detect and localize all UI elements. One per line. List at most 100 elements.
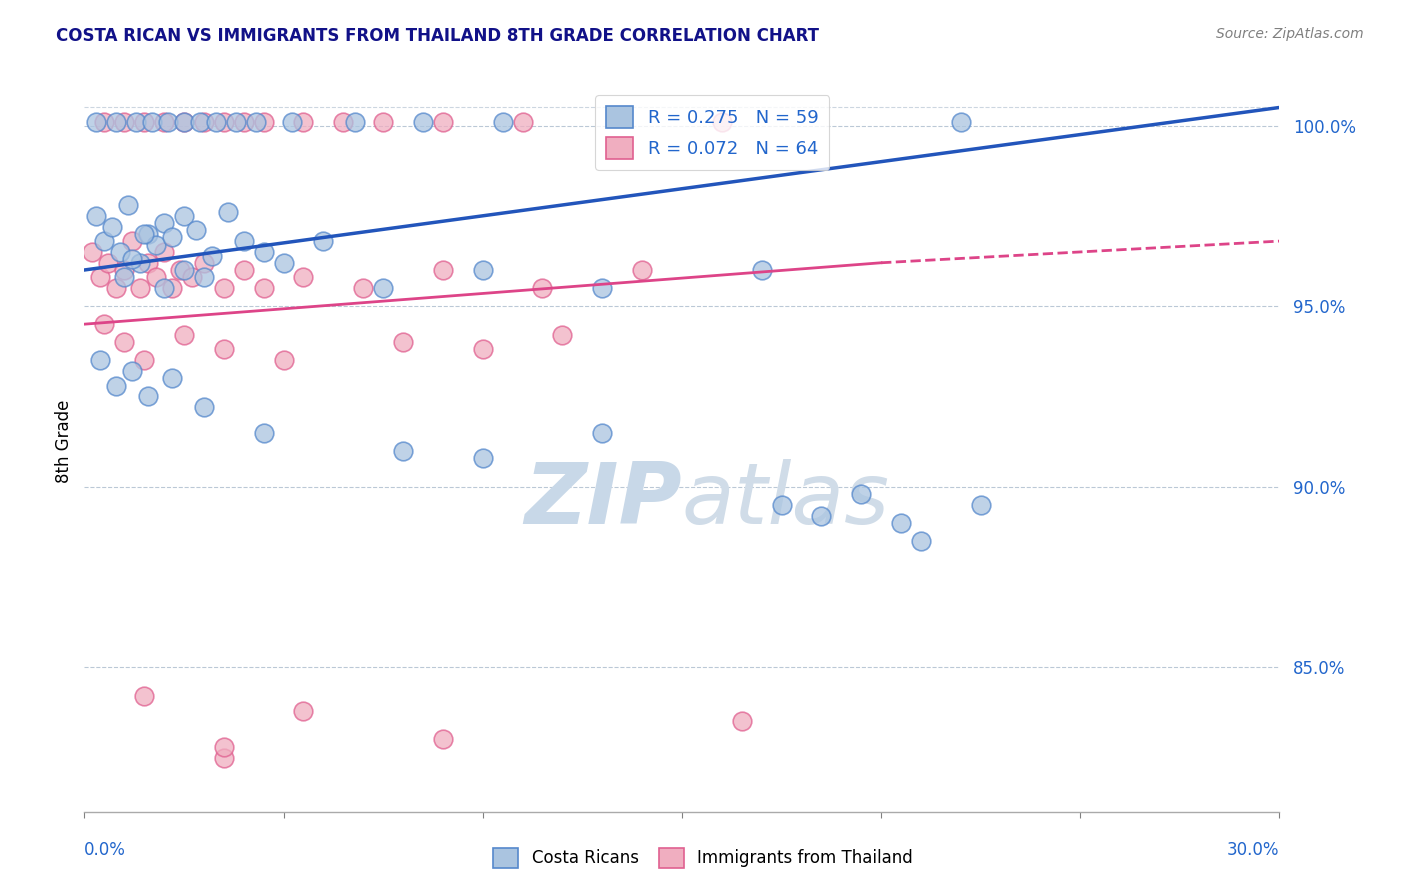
Point bbox=[173, 115, 195, 129]
Point bbox=[181, 270, 204, 285]
Point bbox=[153, 244, 176, 259]
Point bbox=[129, 281, 152, 295]
Point bbox=[86, 209, 108, 223]
Point bbox=[193, 256, 215, 270]
Point bbox=[160, 281, 183, 295]
Point bbox=[292, 115, 315, 129]
Point bbox=[217, 205, 239, 219]
Point bbox=[212, 750, 235, 764]
Point bbox=[117, 198, 139, 212]
Point bbox=[591, 281, 613, 295]
Point bbox=[153, 216, 176, 230]
Point bbox=[173, 115, 195, 129]
Text: Source: ZipAtlas.com: Source: ZipAtlas.com bbox=[1216, 27, 1364, 41]
Point bbox=[93, 317, 115, 331]
Point bbox=[136, 227, 159, 241]
Point bbox=[82, 244, 104, 259]
Point bbox=[89, 353, 111, 368]
Point bbox=[112, 270, 135, 285]
Point bbox=[169, 263, 191, 277]
Point bbox=[731, 714, 754, 729]
Point bbox=[392, 335, 415, 350]
Point bbox=[132, 353, 156, 368]
Point bbox=[188, 115, 211, 129]
Point bbox=[810, 508, 832, 523]
Point bbox=[751, 263, 773, 277]
Point bbox=[160, 371, 183, 385]
Point bbox=[153, 115, 176, 129]
Point bbox=[173, 263, 195, 277]
Text: atlas: atlas bbox=[682, 459, 890, 542]
Point bbox=[292, 270, 315, 285]
Point bbox=[273, 256, 295, 270]
Point bbox=[253, 281, 276, 295]
Point bbox=[173, 328, 195, 343]
Point bbox=[910, 533, 932, 548]
Point bbox=[212, 739, 235, 754]
Point bbox=[132, 115, 156, 129]
Point bbox=[121, 234, 143, 248]
Point bbox=[471, 343, 494, 357]
Point bbox=[292, 704, 315, 718]
Point bbox=[129, 256, 152, 270]
Point bbox=[205, 115, 228, 129]
Point bbox=[112, 335, 135, 350]
Point bbox=[373, 115, 395, 129]
Point bbox=[280, 115, 302, 129]
Point bbox=[97, 256, 120, 270]
Point bbox=[112, 115, 135, 129]
Point bbox=[432, 263, 454, 277]
Point bbox=[132, 689, 156, 703]
Point bbox=[273, 353, 295, 368]
Point bbox=[432, 115, 454, 129]
Point bbox=[145, 270, 167, 285]
Point bbox=[970, 498, 993, 512]
Text: 0.0%: 0.0% bbox=[84, 840, 127, 859]
Point bbox=[890, 516, 912, 530]
Point bbox=[332, 115, 354, 129]
Point bbox=[949, 115, 972, 129]
Point bbox=[232, 234, 254, 248]
Point bbox=[312, 234, 335, 248]
Point bbox=[136, 256, 159, 270]
Point bbox=[145, 237, 167, 252]
Point bbox=[160, 230, 183, 244]
Point bbox=[225, 115, 247, 129]
Point bbox=[105, 115, 128, 129]
Point bbox=[136, 389, 159, 403]
Point bbox=[193, 401, 215, 415]
Point bbox=[710, 115, 733, 129]
Point bbox=[531, 281, 554, 295]
Point bbox=[212, 281, 235, 295]
Point bbox=[492, 115, 515, 129]
Text: 30.0%: 30.0% bbox=[1227, 840, 1279, 859]
Point bbox=[110, 244, 132, 259]
Point bbox=[153, 281, 176, 295]
Point bbox=[173, 209, 195, 223]
Legend: R = 0.275   N = 59, R = 0.072   N = 64: R = 0.275 N = 59, R = 0.072 N = 64 bbox=[595, 95, 830, 170]
Point bbox=[89, 270, 111, 285]
Point bbox=[193, 270, 215, 285]
Point bbox=[232, 115, 254, 129]
Legend: Costa Ricans, Immigrants from Thailand: Costa Ricans, Immigrants from Thailand bbox=[486, 841, 920, 875]
Point bbox=[121, 252, 143, 267]
Point bbox=[392, 443, 415, 458]
Point bbox=[112, 263, 135, 277]
Point bbox=[201, 248, 224, 262]
Point bbox=[551, 328, 574, 343]
Text: ZIP: ZIP bbox=[524, 459, 682, 542]
Point bbox=[631, 263, 654, 277]
Point bbox=[212, 115, 235, 129]
Point bbox=[432, 732, 454, 747]
Point bbox=[512, 115, 534, 129]
Point bbox=[212, 343, 235, 357]
Point bbox=[412, 115, 434, 129]
Point bbox=[86, 115, 108, 129]
Point bbox=[352, 281, 374, 295]
Point bbox=[770, 498, 793, 512]
Point bbox=[157, 115, 180, 129]
Point bbox=[253, 425, 276, 440]
Point bbox=[184, 223, 207, 237]
Text: COSTA RICAN VS IMMIGRANTS FROM THAILAND 8TH GRADE CORRELATION CHART: COSTA RICAN VS IMMIGRANTS FROM THAILAND … bbox=[56, 27, 820, 45]
Point bbox=[591, 425, 613, 440]
